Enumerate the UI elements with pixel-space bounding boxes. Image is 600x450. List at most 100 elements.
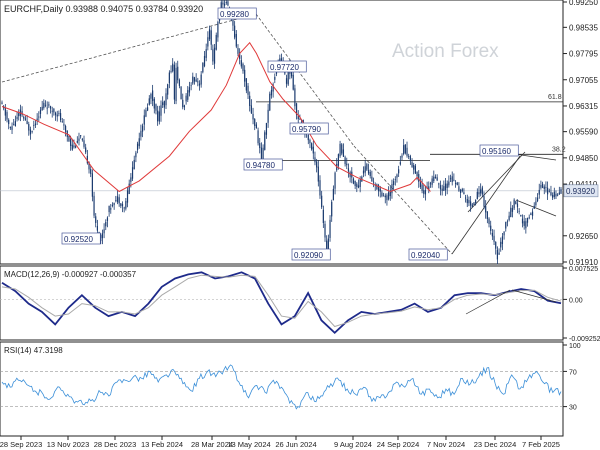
price-candle-body — [326, 240, 328, 254]
price-candle-body — [85, 147, 87, 153]
macd-y-tick-label: -0.009252 — [569, 336, 600, 343]
macd-y-tick-label: 0.00 — [569, 297, 583, 304]
price-candle-body — [391, 184, 393, 194]
price-candle-body — [275, 70, 278, 74]
price-candle-body — [136, 143, 139, 150]
price-candle-body — [24, 118, 27, 120]
price-y-tick-label: 0.99250 — [569, 0, 598, 7]
price-candle-body — [242, 63, 244, 72]
price-y-tick-label: 0.96315 — [569, 102, 598, 111]
price-candle-body — [466, 199, 468, 204]
price-candle-body — [428, 186, 430, 190]
fib-382-label: 38.2 — [552, 146, 566, 153]
macd-signal-line — [1, 274, 562, 328]
price-candle-body — [381, 192, 383, 197]
price-candle-body — [202, 62, 204, 73]
price-candle-body — [441, 188, 443, 191]
price-candle-body — [369, 171, 371, 177]
price-annotation-label: 0.95790 — [292, 125, 321, 134]
price-candle-body — [354, 181, 356, 186]
price-candle-body — [111, 204, 114, 206]
price-candle-body — [418, 174, 420, 182]
price-candle-body — [394, 179, 396, 181]
price-candle-body — [130, 177, 132, 182]
price-candle-body — [141, 125, 144, 132]
macd-trendline-up — [465, 289, 511, 315]
price-candle-body — [125, 201, 127, 209]
price-candle-body — [116, 196, 119, 203]
price-candle-body — [193, 77, 196, 82]
price-candle-body — [468, 200, 470, 204]
price-candle-body — [334, 172, 336, 189]
price-candle-body — [133, 159, 135, 170]
current-price-tag — [563, 184, 599, 198]
price-candle-body — [359, 179, 361, 187]
price-candle-body — [496, 249, 499, 260]
price-candle-body — [217, 21, 219, 38]
price-candle-body — [552, 195, 554, 198]
price-candle-body — [91, 173, 93, 197]
price-candle-body — [382, 195, 385, 197]
price-candle-body — [212, 49, 214, 62]
price-candle-body — [367, 169, 370, 174]
price-candle-body — [58, 113, 60, 114]
price-candle-body — [121, 203, 124, 207]
price-candle-body — [56, 114, 58, 117]
price-candle-body — [536, 197, 539, 202]
price-candle-body — [413, 164, 415, 170]
price-candle-body — [108, 205, 110, 213]
price-candle-body — [525, 221, 527, 229]
price-candle-body — [158, 111, 160, 122]
price-candle-body — [526, 217, 529, 223]
price-candle-body — [463, 192, 465, 195]
price-candle-body — [451, 176, 453, 183]
price-candle-body — [423, 190, 425, 194]
price-candle-body — [543, 186, 545, 189]
price-candle-body — [11, 126, 13, 130]
price-candle-body — [404, 144, 406, 154]
price-candle-body — [177, 66, 179, 81]
x-axis-tick-label: 13 Nov 2023 — [47, 440, 90, 449]
price-candle-body — [43, 102, 45, 108]
price-candle-body — [317, 166, 319, 182]
dashed-trendline-down-2 — [353, 145, 453, 255]
price-candle-body — [123, 207, 125, 209]
price-candle-body — [431, 178, 433, 185]
price-candle-body — [265, 122, 268, 135]
price-candle-body — [555, 193, 557, 197]
price-candle-body — [403, 145, 405, 155]
macd-line — [1, 271, 562, 335]
price-candle-body — [223, 3, 226, 6]
price-candle-body — [481, 187, 483, 195]
price-candle-body — [14, 121, 16, 127]
price-candle-body — [44, 104, 47, 106]
price-candle-body — [287, 71, 289, 85]
price-candle-body — [39, 109, 42, 114]
price-candle-body — [307, 135, 309, 141]
price-candle-body — [438, 183, 440, 185]
price-candle-body — [399, 162, 401, 165]
price-candle-body — [49, 106, 52, 109]
price-candle-body — [490, 225, 492, 231]
price-candle-body — [309, 139, 311, 144]
price-candle-body — [485, 206, 487, 213]
price-candle-body — [244, 69, 246, 82]
price-candle-body — [48, 104, 50, 106]
price-candle-body — [63, 124, 65, 126]
price-candle-body — [513, 199, 515, 209]
x-axis-tick-label: 28 Dec 2023 — [94, 440, 137, 449]
price-candle-body — [1, 102, 3, 104]
price-candle-body — [458, 186, 460, 191]
price-candle-body — [508, 215, 510, 221]
price-candle-body — [558, 192, 560, 195]
price-candle-body — [6, 112, 8, 120]
price-candle-body — [538, 189, 540, 195]
macd-panel-title: MACD(12,26,9) -0.000927 -0.000357 — [4, 270, 137, 279]
price-candle-body — [528, 217, 530, 219]
price-candle-body — [520, 214, 522, 217]
price-candle-body — [429, 183, 432, 185]
price-candle-body — [319, 180, 321, 196]
price-candle-body — [41, 106, 43, 111]
price-y-tick-label: 0.95590 — [569, 128, 598, 137]
channel-line-bottom-down — [515, 199, 557, 217]
